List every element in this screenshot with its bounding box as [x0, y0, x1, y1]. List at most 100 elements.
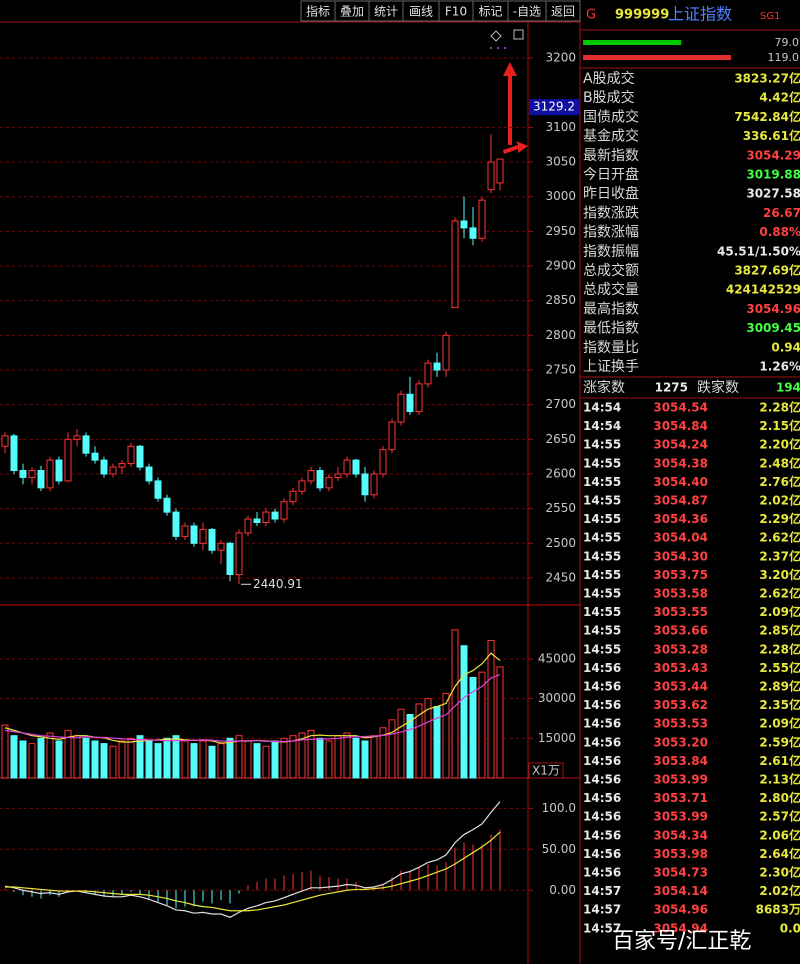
y-tick-label: 2950 — [545, 224, 576, 238]
tick-volume: 2.80亿 — [759, 790, 800, 805]
toolbar-label[interactable]: 统计 — [374, 5, 398, 19]
tick-price: 3053.43 — [653, 661, 708, 675]
candle-body — [316, 470, 324, 489]
tick-time: 14:54 — [583, 419, 621, 433]
candle-body — [379, 449, 387, 475]
y-tick-label: 2500 — [545, 536, 576, 550]
stat-label: 上证换手 — [583, 358, 639, 375]
y-tick-label: 2550 — [545, 501, 576, 515]
tick-price: 3054.54 — [653, 401, 708, 415]
price-marker-label: 3129.2 — [533, 100, 575, 114]
candle-body — [334, 473, 342, 478]
volume-bar — [64, 729, 72, 779]
volume-bar — [226, 737, 234, 779]
stat-label: 基金成交 — [583, 128, 639, 145]
tick-time: 14:56 — [583, 735, 621, 749]
tick-volume: 2.64亿 — [759, 846, 800, 861]
tick-volume: 2.13亿 — [759, 772, 800, 787]
volume-bar — [154, 743, 162, 779]
y-tick-label: 45000 — [538, 651, 576, 665]
y-tick-label: 2850 — [545, 293, 576, 307]
candle-body — [172, 511, 180, 537]
y-tick-label: 3000 — [545, 189, 576, 203]
candle-body — [73, 435, 81, 440]
tick-price: 3054.94 — [653, 921, 708, 935]
candle-body — [388, 421, 396, 451]
volume-bar — [388, 719, 396, 779]
volume-bar — [100, 743, 108, 779]
y-tick-label: 2700 — [545, 397, 576, 411]
candle-body — [181, 525, 189, 537]
candle-body — [82, 435, 90, 454]
tick-time: 14:54 — [583, 401, 621, 415]
stat-label: 指数振幅 — [583, 244, 639, 260]
candle-body — [64, 438, 72, 482]
icon-diamond[interactable] — [490, 30, 502, 42]
volume-bar — [316, 737, 324, 779]
volume-bar — [172, 735, 180, 779]
tick-price: 3054.04 — [653, 531, 708, 545]
volume-bar — [73, 735, 81, 779]
tick-volume: 2.09亿 — [759, 716, 800, 731]
volume-bar — [415, 703, 423, 779]
watermark: 百家号/汇正乾 — [612, 929, 751, 954]
volume-bar — [109, 745, 117, 779]
volume-bar — [235, 735, 243, 779]
tick-price: 3054.87 — [653, 494, 708, 508]
stat-value: 26.67 — [763, 206, 800, 220]
stat-label: A股成交 — [583, 70, 635, 87]
icon-window[interactable] — [513, 29, 524, 40]
volume-bar — [424, 698, 432, 779]
tick-time: 14:57 — [583, 921, 621, 935]
tick-volume: 2.20亿 — [759, 437, 800, 452]
candle-body — [46, 459, 54, 489]
breadth-up: 1275 — [655, 381, 688, 395]
indicator-line — [5, 831, 501, 912]
stat-value: 3027.58 — [746, 187, 800, 201]
candle-body — [109, 466, 117, 475]
volume-bar — [136, 735, 144, 779]
toolbar-label[interactable]: 返回 — [551, 5, 575, 19]
tick-price: 3054.84 — [653, 419, 708, 433]
dots — [490, 47, 506, 49]
volume-bar — [163, 737, 171, 779]
ratio-bar — [583, 40, 682, 45]
tick-volume: 0.0 — [780, 921, 800, 935]
candle-body — [55, 459, 63, 482]
candle-body — [91, 452, 99, 461]
toolbar-label[interactable]: -自选 — [513, 5, 541, 19]
volume-bar — [478, 671, 486, 779]
toolbar-label[interactable]: 叠加 — [340, 5, 364, 19]
tick-volume: 2.55亿 — [759, 660, 800, 675]
candle-body — [190, 525, 198, 544]
tick-price: 3053.44 — [653, 680, 708, 694]
stat-value: 3827.69亿 — [734, 263, 800, 278]
tick-time: 14:56 — [583, 791, 621, 805]
volume-bar — [460, 645, 468, 779]
code: 999999 — [615, 8, 669, 23]
breadth-label: 跌家数 — [697, 379, 739, 396]
volume-bar — [1, 724, 9, 779]
tick-time: 14:55 — [583, 512, 621, 526]
tick-volume: 2.29亿 — [759, 511, 800, 526]
toolbar-label[interactable]: F10 — [445, 5, 467, 19]
candle-body — [415, 383, 423, 413]
toolbar-label[interactable]: 指标 — [306, 4, 330, 19]
tag: SG1 — [760, 11, 780, 22]
y-tick-label: 30000 — [538, 691, 576, 705]
candle-body — [478, 199, 486, 239]
tick-time: 14:56 — [583, 698, 621, 712]
volume-bar — [487, 639, 495, 779]
annotation-arrow — [503, 62, 517, 145]
tick-time: 14:57 — [583, 903, 621, 917]
toolbar-label[interactable]: 标记 — [478, 5, 502, 19]
volume-bar — [91, 740, 99, 779]
y-tick-label: 2800 — [545, 328, 576, 342]
stat-label: B股成交 — [583, 89, 635, 106]
volume-bar — [82, 737, 90, 779]
stat-label: 最低指数 — [583, 321, 639, 337]
volume-bar — [289, 735, 297, 779]
toolbar-label[interactable]: 画线 — [409, 5, 433, 19]
toolbar-button[interactable] — [545, 0, 581, 22]
